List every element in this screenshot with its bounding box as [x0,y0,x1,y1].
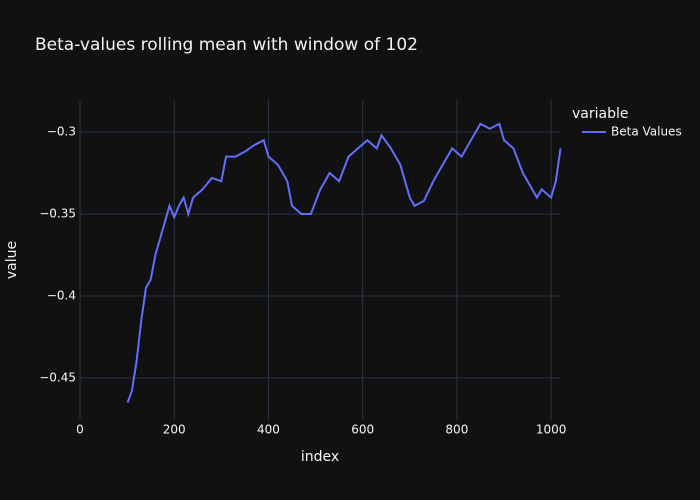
x-tick-label: 600 [351,423,374,437]
legend-title: variable [572,106,628,122]
chart-title: Beta-values rolling mean with window of … [35,35,418,55]
y-tick-label: −0.35 [39,206,76,220]
y-axis-label: value [4,241,20,279]
line [126,122,562,403]
x-tick-label: 0 [76,423,84,437]
x-tick-label: 400 [257,423,280,437]
y-tick-label: −0.3 [47,124,76,138]
y-tick-label: −0.4 [47,289,76,303]
x-tick-label: 200 [163,423,186,437]
x-tick-label: 1000 [536,423,567,437]
x-tick-label: 800 [445,423,468,437]
y-tick-label: −0.45 [39,371,76,385]
legend-label: Beta Values [611,125,682,139]
x-axis-label: index [301,449,339,465]
